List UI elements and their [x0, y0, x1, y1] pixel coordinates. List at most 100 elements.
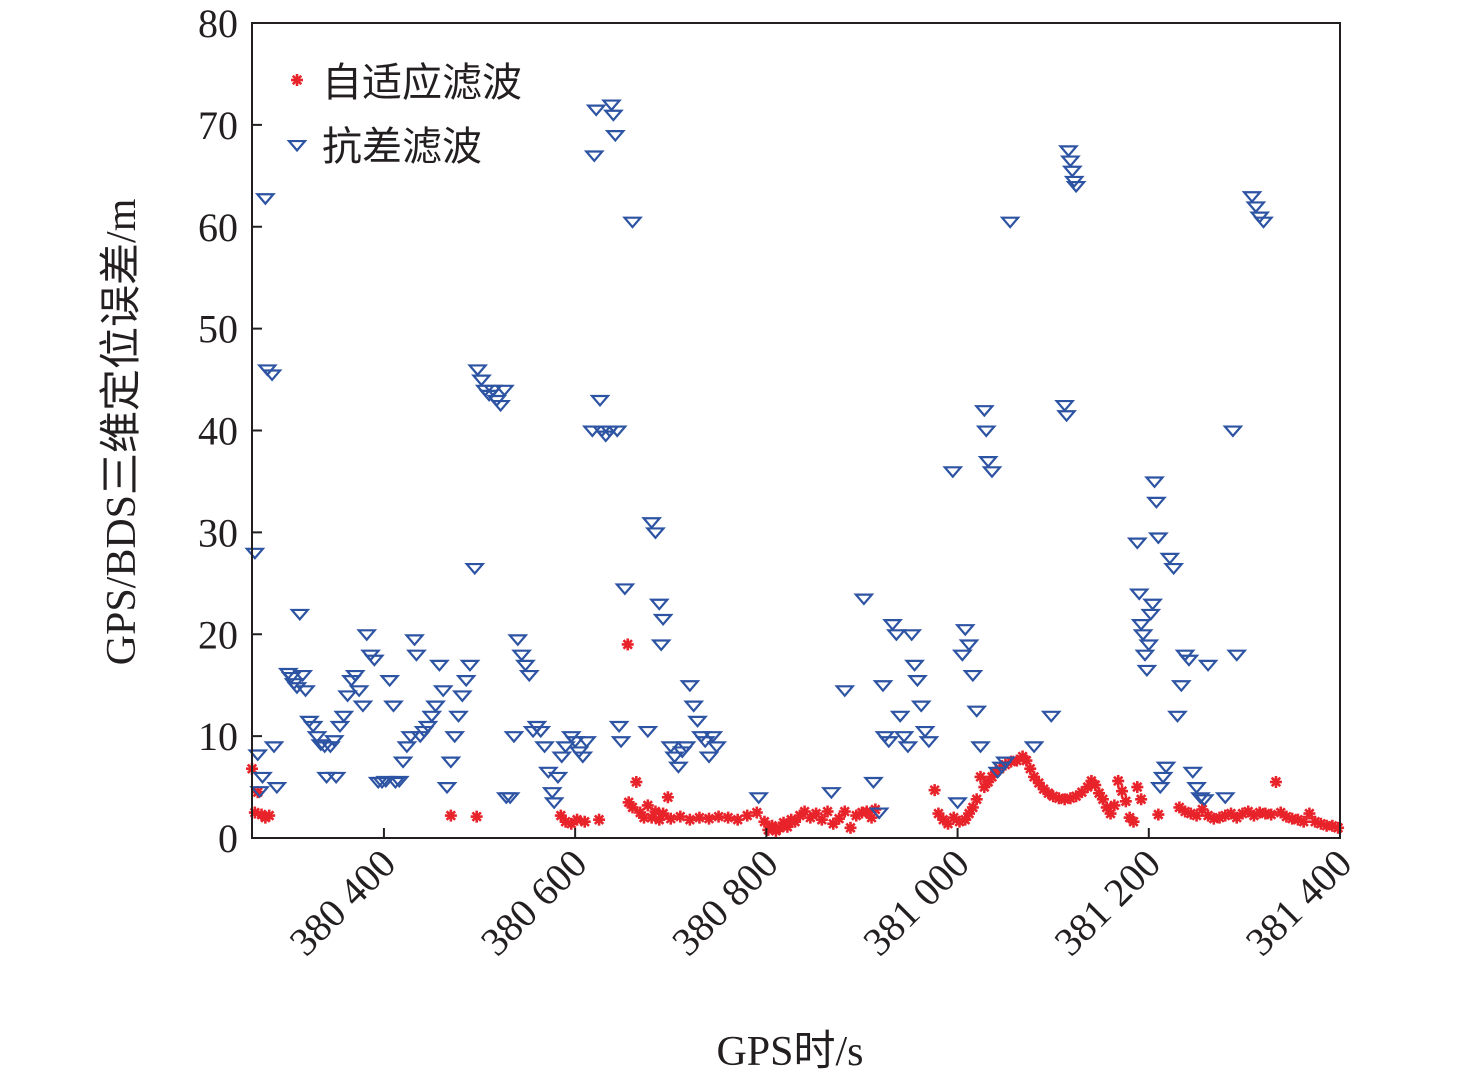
data-point — [261, 369, 283, 382]
data-point — [356, 629, 378, 642]
data-point — [515, 659, 536, 672]
data-point — [608, 720, 630, 734]
data-point — [507, 634, 529, 647]
data-point — [1214, 792, 1236, 805]
data-point — [585, 104, 607, 117]
x-tick-label: 380 600 — [472, 841, 596, 965]
data-point — [974, 770, 987, 783]
data-point — [702, 731, 724, 744]
data-point — [821, 805, 834, 818]
data-point — [1127, 815, 1140, 828]
data-point — [1144, 476, 1165, 489]
data-point — [882, 619, 903, 632]
data-point — [820, 787, 842, 800]
data-point — [417, 720, 439, 734]
y-tick-label: 40 — [198, 409, 238, 454]
data-point — [1245, 201, 1267, 214]
data-point — [897, 741, 919, 754]
adaptive-filter-series — [246, 638, 1345, 837]
data-point — [1142, 598, 1163, 611]
data-point — [1226, 649, 1248, 662]
data-point — [541, 787, 563, 800]
data-point — [853, 593, 875, 606]
data-point — [325, 771, 347, 784]
data-point — [1126, 537, 1148, 550]
data-point — [1149, 782, 1171, 795]
legend-label-robust: 抗差滤波 — [322, 124, 482, 170]
data-point — [470, 810, 483, 823]
data-point — [1132, 629, 1154, 642]
y-tick-label: 70 — [198, 103, 238, 148]
data-point — [436, 782, 458, 795]
data-point — [975, 425, 997, 438]
data-point — [637, 725, 659, 739]
data-point — [1186, 782, 1207, 795]
data-point — [1253, 216, 1274, 229]
data-point — [981, 466, 1003, 479]
data-point — [741, 809, 754, 822]
data-point — [1222, 425, 1244, 438]
x-tick-label: 381 400 — [1237, 841, 1361, 965]
data-point — [1061, 165, 1083, 178]
data-point — [973, 405, 995, 418]
data-point — [1190, 792, 1211, 805]
data-point — [603, 109, 624, 122]
y-tick-label: 80 — [198, 1, 238, 46]
data-point — [687, 715, 708, 728]
data-point — [648, 598, 670, 611]
data-point — [291, 74, 303, 86]
data-point — [388, 775, 410, 789]
data-point — [432, 685, 454, 698]
y-tick-label: 30 — [198, 510, 238, 555]
data-point — [316, 771, 337, 784]
data-point — [292, 669, 314, 683]
data-point — [593, 813, 606, 826]
x-tick-label: 380 400 — [281, 841, 405, 965]
data-point — [966, 705, 988, 718]
data-point — [333, 710, 355, 723]
data-point — [693, 811, 706, 824]
data-point — [1040, 710, 1062, 723]
data-point — [263, 741, 285, 754]
data-point — [543, 797, 565, 810]
data-point — [247, 749, 269, 762]
data-point — [977, 456, 999, 469]
data-point — [889, 710, 911, 723]
data-point — [352, 700, 374, 713]
data-point — [722, 811, 735, 824]
data-point — [337, 690, 358, 703]
data-point — [1023, 741, 1045, 754]
data-point — [406, 649, 427, 662]
data-point — [683, 813, 696, 826]
data-point — [499, 792, 521, 805]
data-point — [295, 685, 316, 698]
data-point — [482, 384, 504, 397]
data-point — [383, 700, 404, 713]
data-point — [263, 809, 276, 822]
data-point — [1065, 180, 1087, 194]
data-point — [863, 776, 884, 790]
data-point — [564, 736, 586, 749]
data-point — [511, 649, 532, 662]
data-point — [440, 756, 462, 769]
data-point — [1159, 552, 1181, 565]
legend-label-adaptive: 自适应滤波 — [322, 60, 522, 106]
data-point — [1155, 761, 1177, 774]
data-point — [329, 720, 351, 734]
data-point — [244, 547, 266, 560]
data-point — [675, 741, 697, 754]
data-point — [914, 725, 936, 739]
data-point — [494, 384, 515, 397]
data-point — [1131, 781, 1144, 794]
data-point — [918, 736, 940, 749]
data-point — [868, 807, 890, 820]
data-point — [970, 741, 991, 754]
data-point — [1182, 766, 1204, 779]
data-point — [455, 675, 477, 688]
data-point — [1108, 799, 1121, 812]
data-point — [1269, 775, 1282, 788]
data-point — [1303, 807, 1316, 820]
data-point — [731, 813, 744, 826]
